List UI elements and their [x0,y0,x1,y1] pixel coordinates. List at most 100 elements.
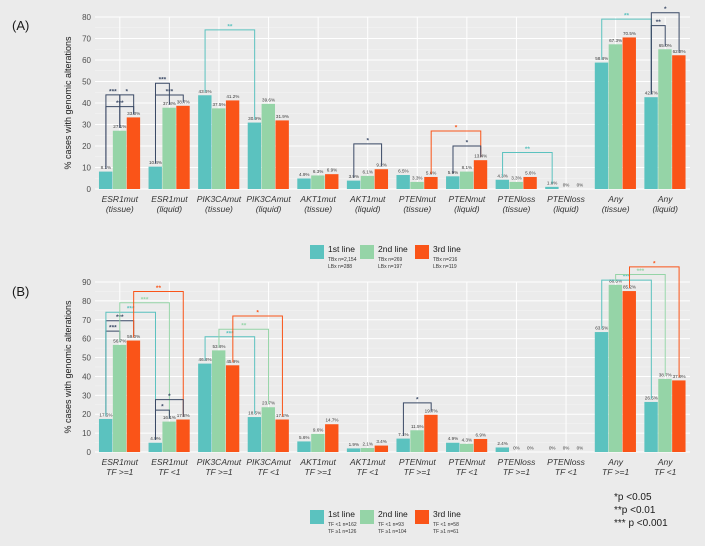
y-tick-label: 30 [82,391,91,400]
bar [446,442,460,452]
bar [410,181,424,189]
y-axis-label: % cases with genomic alterations [63,36,73,170]
y-tick-label: 20 [82,142,91,151]
data-label: 0% [563,446,570,451]
footnote-line: *** p <0.001 [614,518,668,529]
significance-bracket [204,29,256,120]
legend-label: 2nd line [378,509,408,519]
bar [410,430,424,452]
legend-note: TF ≥1 n=126 [328,529,357,535]
legend-label: 1st line [328,244,355,254]
significance-label: *** [109,88,117,95]
data-label: 0% [513,446,520,451]
legend-swatch [310,510,324,524]
bar [424,414,438,452]
y-tick-label: 80 [82,297,91,306]
significance-label: * [256,310,259,317]
data-label: 11.5% [411,424,424,429]
bar [644,401,658,452]
bar [509,181,523,189]
significance-label: *** [159,77,167,84]
bar [275,120,289,189]
data-label: 0% [577,446,584,451]
data-label: 1.9% [349,442,359,447]
significance-label: * [466,140,469,147]
significance-bracket [133,290,184,417]
y-tick-label: 30 [82,121,91,130]
panel-label: (A) [12,18,29,33]
significance-label: ** [624,13,630,20]
y-tick-label: 60 [82,56,91,65]
x-tick-label: PIK3CAmut [197,457,242,467]
x-tick-label: TF <1 [654,467,677,477]
significance-label: * [125,88,128,95]
data-label: 31.9% [276,114,289,119]
significance-label: *** [141,296,149,303]
significance-label: * [653,260,656,267]
bar [198,95,212,189]
bar [297,441,311,452]
legend-swatch [415,510,429,524]
bar [247,122,262,189]
significance-bracket [218,328,270,405]
bar [212,350,226,452]
x-tick-label: (liquid) [355,204,381,214]
data-label: 6.1% [362,169,372,174]
x-tick-label: TF >=1 [602,467,630,477]
significance-bracket [154,82,170,164]
data-label: 6.3% [313,169,323,174]
x-tick-label: TF >=1 [205,467,233,477]
data-label: 0% [577,183,584,188]
bar [126,340,141,452]
significance-label: *** [226,330,234,337]
legend-swatch [415,245,429,259]
legend-note: TBx n=216 [433,257,458,263]
x-tick-label: PTENmut [448,457,485,467]
significance-bracket [204,336,256,415]
x-tick-label: (liquid) [553,204,579,214]
bar [247,417,262,452]
legend-note: TBx n=269 [378,257,403,263]
significance-label: * [455,124,458,131]
data-label: 0% [549,446,556,451]
bar [396,175,410,189]
y-tick-label: 50 [82,78,91,87]
significance-bracket [353,143,383,178]
bar [297,178,311,189]
y-axis-label: % cases with genomic alterations [63,300,73,434]
y-tick-label: 70 [82,316,91,325]
bar [658,49,672,189]
bar [360,175,375,189]
panel-a: 0 10 20 30 40 50 60 70 80 (A) % cases with genomic… [12,6,690,270]
x-tick-label: ESR1mut [151,194,188,204]
x-tick-label: AKT1mut [299,457,336,467]
significance-label: ** [227,23,233,30]
x-tick-label: (tissue) [403,204,431,214]
bar [459,171,474,189]
data-label: 5.6% [299,435,309,440]
significance-bracket [154,399,184,440]
bar [360,448,375,452]
bar [622,37,636,189]
x-tick-label: AKT1mut [349,194,386,204]
x-tick-label: AKT1mut [349,457,386,467]
significance-label: * [664,6,667,13]
footnote-line: *p <0.05 [614,492,652,503]
legend-swatch [360,245,374,259]
data-label: 5.6% [525,170,535,175]
bar [594,332,609,452]
significance-bracket [105,311,156,440]
x-tick-label: TF >=1 [305,467,333,477]
x-tick-label: (liquid) [157,204,183,214]
data-label: 8.1% [462,165,472,170]
data-label: 3.3% [511,175,521,180]
bar [672,380,686,452]
bar [261,407,275,452]
bar [261,103,275,189]
x-tick-label: (tissue) [602,204,630,214]
data-label: 6.9% [327,168,337,173]
bar [98,418,113,452]
